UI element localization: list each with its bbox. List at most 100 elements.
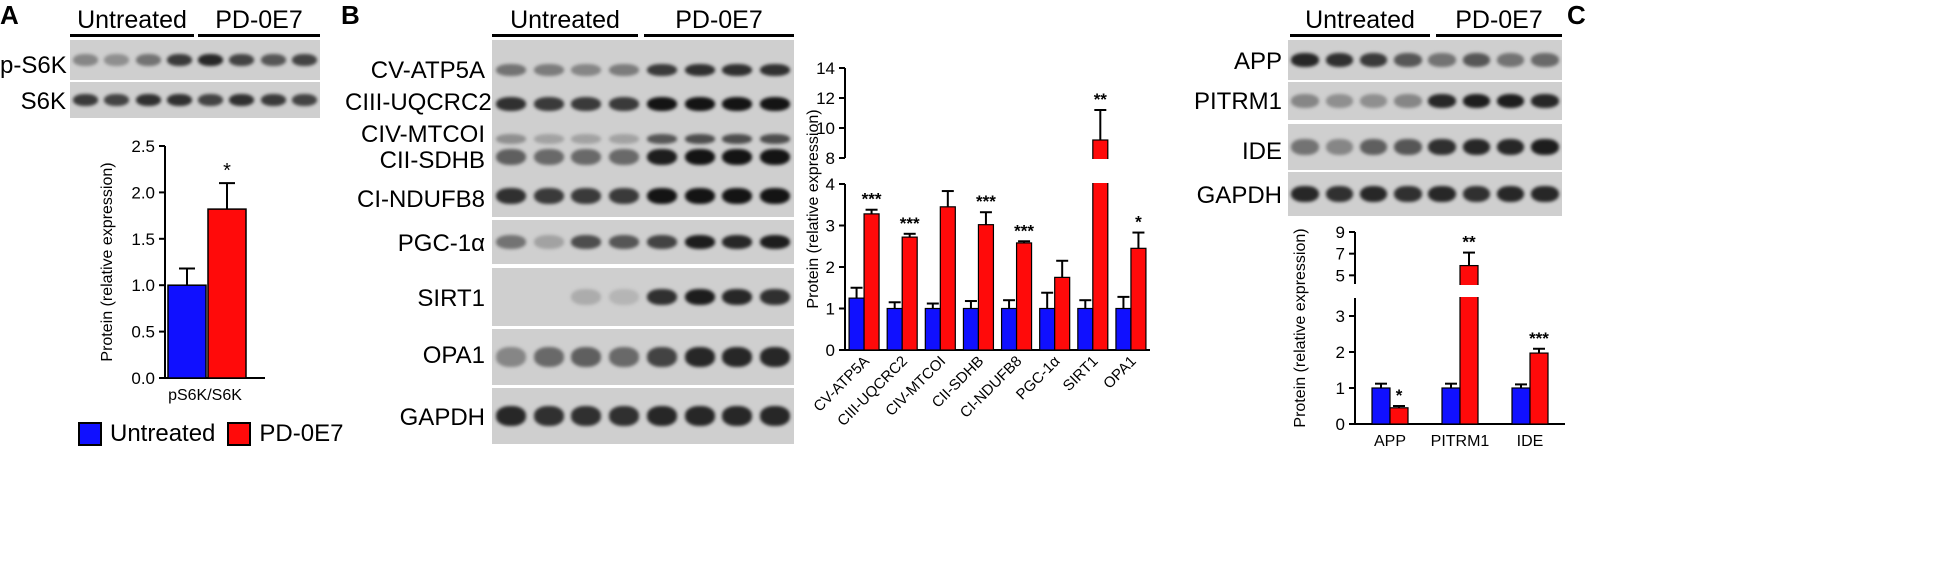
- blot-band: [166, 94, 192, 106]
- blot-band: [571, 406, 602, 426]
- blot-band: [609, 347, 640, 367]
- y-tick-label: 2: [826, 258, 835, 277]
- axis-break-band: [1357, 285, 1567, 297]
- group-line-treated-c: [1436, 34, 1562, 37]
- blot-band: [495, 134, 526, 145]
- blot-band: [1428, 139, 1456, 155]
- blot-band: [646, 406, 677, 426]
- x-tick-label: PITRM1: [1431, 433, 1490, 450]
- blot-band: [1531, 139, 1559, 155]
- blot-label-pitrm1: PITRM1: [1193, 88, 1282, 115]
- significance-mark: ***: [1014, 221, 1034, 240]
- western-blot-s6k: [70, 82, 320, 118]
- y-tick-label: 5: [1336, 266, 1345, 285]
- blot-band: [260, 54, 286, 66]
- blot-band: [609, 148, 640, 165]
- blot-label-gapdh-c: GAPDH: [1196, 182, 1282, 209]
- blot-band: [609, 64, 640, 77]
- blot-band: [1359, 186, 1388, 202]
- blot-band: [229, 94, 255, 106]
- y-tick-label: 1.0: [131, 276, 155, 295]
- blot-band: [166, 54, 192, 66]
- bar: [1115, 307, 1132, 351]
- y-tick-label: 12: [816, 89, 835, 108]
- significance-mark: *: [223, 160, 231, 182]
- blot-band: [646, 187, 677, 204]
- blot-band: [135, 94, 161, 106]
- blot-band: [760, 289, 791, 305]
- blot-band: [1325, 139, 1354, 155]
- y-tick-label: 0: [826, 341, 835, 360]
- blot-label-s6k: S6K: [20, 88, 66, 115]
- y-tick-label: 0: [1336, 415, 1345, 434]
- y-tick-label: 3: [1336, 307, 1345, 326]
- bar: [1529, 352, 1549, 425]
- blot-band: [1394, 94, 1422, 108]
- blot-label-civ-mtcoi: CIV-MTCOI: [361, 121, 485, 148]
- group-label-untreated-a: Untreated: [77, 6, 187, 34]
- group-label-treated-c: PD-0E7: [1455, 6, 1543, 34]
- blot-band: [495, 347, 526, 367]
- blot-band: [1428, 186, 1456, 202]
- bar: [1054, 276, 1071, 351]
- western-blot-sirt1: [492, 268, 794, 326]
- y-axis-label: Protein (relative expression): [1292, 228, 1309, 427]
- blot-band: [291, 94, 317, 106]
- bar: [1389, 407, 1409, 425]
- group-label-untreated-b: Untreated: [510, 6, 620, 34]
- panel-letter-c: C: [1567, 0, 1586, 30]
- blot-band: [1291, 94, 1319, 108]
- axis-break-band: [847, 159, 1152, 183]
- blot-label-ciii-uqcrc2: CIII-UQCRC2: [345, 89, 492, 116]
- bar-chart-a: 0.0 0.5 1.0 1.5 2.0 2.5 Protein (relative expr…: [99, 137, 265, 404]
- bar: [1039, 307, 1056, 351]
- legend-swatch-treated: [227, 422, 252, 446]
- blot-band: [73, 54, 99, 66]
- y-tick-label: 8: [826, 149, 835, 168]
- blot-band: [495, 148, 526, 165]
- blot-band: [609, 406, 640, 426]
- blot-band: [646, 289, 677, 305]
- significance-mark: *: [1396, 386, 1403, 405]
- bar: [901, 236, 918, 351]
- legend-label-untreated: Untreated: [110, 420, 216, 447]
- y-tick-label: 10: [816, 119, 835, 138]
- blot-band: [760, 134, 791, 145]
- blot-band: [533, 347, 564, 367]
- significance-mark: **: [1462, 233, 1476, 252]
- bar: [1441, 387, 1461, 425]
- blot-band: [760, 406, 791, 426]
- y-tick-label: 1.5: [131, 230, 155, 249]
- blot-label-sirt1: SIRT1: [417, 285, 485, 312]
- blot-band: [1291, 186, 1319, 202]
- y-tick-label: 14: [816, 59, 835, 78]
- western-blot-oxphos: [492, 40, 794, 217]
- blot-band: [495, 187, 526, 204]
- blot-band: [1462, 53, 1491, 67]
- panel-letter-b: B: [341, 0, 360, 30]
- blot-band: [684, 187, 715, 204]
- western-blot-ide: [1288, 124, 1562, 170]
- western-blot-app: [1288, 40, 1562, 80]
- blot-band: [1428, 53, 1456, 67]
- blot-band: [722, 64, 753, 77]
- blot-band: [533, 406, 564, 426]
- blot-band: [73, 94, 99, 106]
- blot-band: [571, 96, 602, 111]
- blot-band: [104, 94, 130, 106]
- blot-band: [722, 187, 753, 204]
- blot-band: [533, 235, 564, 249]
- blot-band: [260, 94, 286, 106]
- blot-band: [1496, 186, 1525, 202]
- group-line-treated-b: [644, 34, 794, 37]
- blot-band: [571, 235, 602, 249]
- blot-band: [609, 134, 640, 145]
- blot-band: [571, 187, 602, 204]
- y-axis-label: Protein (relative expression): [805, 109, 822, 308]
- blot-band: [1359, 94, 1388, 108]
- legend-swatch-untreated: [78, 422, 102, 446]
- bar: [1459, 264, 1479, 425]
- western-blot-p-s6k: [70, 40, 320, 80]
- blot-band: [1291, 53, 1319, 67]
